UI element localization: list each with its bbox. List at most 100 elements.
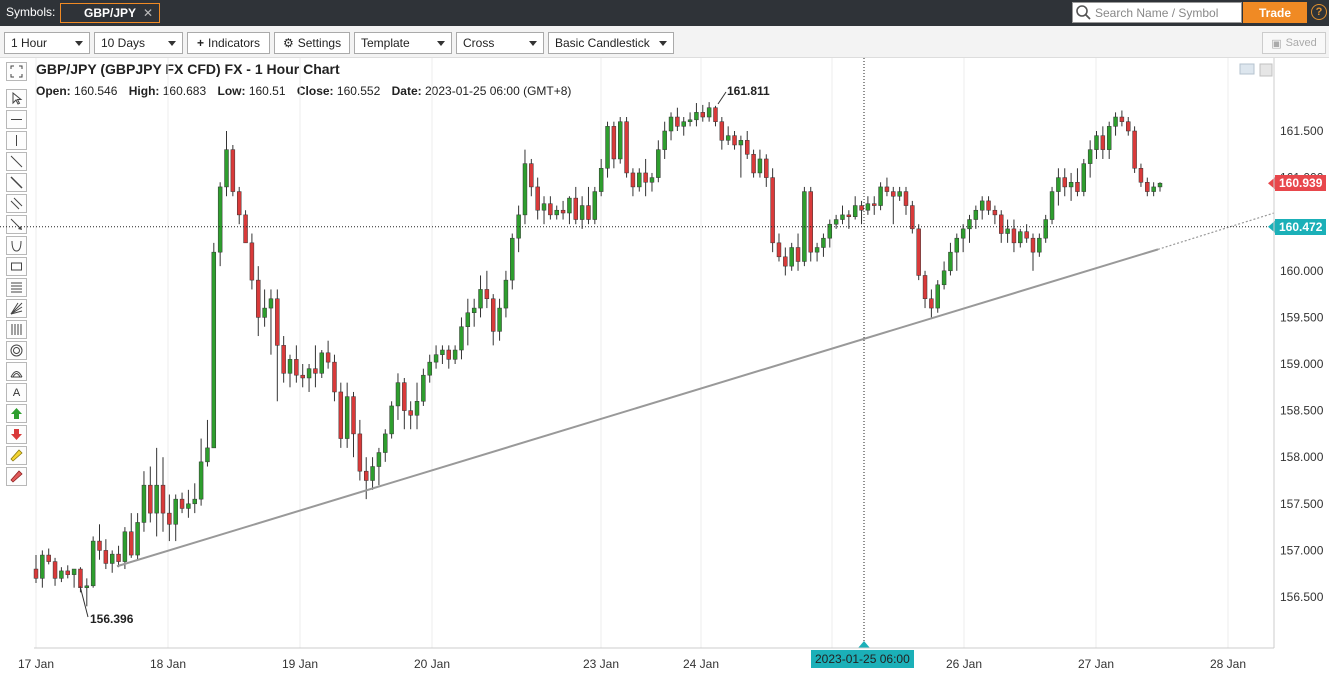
chart-style-select[interactable]: Basic Candlestick [548,32,674,54]
candle-body [948,251,953,272]
candle-body [236,191,242,216]
candle-body [389,405,394,435]
candle-body [821,237,826,248]
range-select[interactable]: 10 Days [94,32,183,54]
range-select-label: 10 Days [101,36,146,50]
text-icon[interactable]: A [6,383,27,402]
ray-icon[interactable] [6,173,27,192]
candle-body [465,312,471,327]
candle-body [529,163,534,188]
candle-body [624,121,629,174]
candle-body [840,214,845,220]
candle-body [33,568,39,579]
candles [33,102,1163,607]
image-export-icon[interactable] [1239,63,1255,75]
candle-body [433,354,439,363]
candle-body [1056,177,1061,192]
candle-body [681,121,686,127]
low-value: 160.51 [248,84,286,98]
cursor-select[interactable]: Cross [456,32,544,54]
candle-body [97,540,102,551]
candle-body [446,349,451,360]
parallel-channel-icon[interactable] [6,194,27,213]
arrow-line-icon[interactable] [6,215,27,234]
candle-body [351,396,356,435]
template-select[interactable]: Template [354,32,452,54]
symbols-label: Symbols: [6,5,56,19]
vertical-line-icon[interactable] [6,131,27,150]
candle-body [1062,177,1067,188]
candle-body [662,130,667,150]
candle-body [878,186,883,206]
candle-body [814,247,820,253]
fib-arc-icon[interactable] [6,362,27,381]
candle-body [941,270,947,286]
candle-body [40,554,45,579]
symbol-chip-label: GBP/JPY [83,6,137,20]
interval-select[interactable]: 1 Hour [4,32,90,54]
candle-body [795,247,801,262]
x-tick-label: 27 Jan [1078,657,1114,671]
fib-fan-icon[interactable] [6,299,27,318]
candle-body [491,298,496,332]
search-input[interactable] [1095,5,1239,20]
chevron-down-icon [75,41,83,46]
x-tick-label: 26 Jan [946,657,982,671]
candle-body [103,550,109,564]
highlighter-icon[interactable] [6,446,27,465]
pointer-icon[interactable] [6,89,27,108]
y-tick-label: 158.000 [1280,450,1324,464]
eraser-icon[interactable] [6,467,27,486]
symbol-chip[interactable]: GBP/JPY ✕ [60,3,160,23]
rectangle-icon[interactable] [6,257,27,276]
print-icon[interactable] [1259,63,1273,77]
fib-retracement-icon[interactable] [6,278,27,297]
candle-body [179,498,185,509]
indicators-button[interactable]: + Indicators [187,32,270,54]
close-icon[interactable]: ✕ [142,6,153,20]
horizontal-line-icon[interactable] [6,110,27,129]
candle-body [1081,163,1087,192]
candle-body [129,531,134,556]
settings-button[interactable]: ⚙ Settings [274,32,350,54]
candle-body [357,433,363,472]
indicators-label: Indicators [207,36,261,50]
chart-style-select-label: Basic Candlestick [555,36,650,50]
down-arrow-icon[interactable] [6,425,27,444]
trend-line [116,248,1159,568]
search-icon [1073,3,1095,22]
up-arrow-icon[interactable] [6,404,27,423]
candle-body [922,275,928,300]
candle-body [846,214,852,217]
candle-body [1145,182,1150,192]
candle-body [478,289,483,309]
candle-body [656,149,661,178]
settings-label: Settings [297,36,342,50]
trade-button[interactable]: Trade [1243,2,1307,23]
candle-body [713,107,718,122]
candle-body [154,484,159,514]
candle-body [1100,135,1106,150]
fib-timezone-icon[interactable] [6,320,27,339]
x-tick-label: 18 Jan [150,657,186,671]
candle-body [46,554,51,562]
candle-body [776,242,782,258]
candle-body [897,191,902,197]
candle-body [268,298,274,309]
candle-body [1106,126,1112,150]
help-icon[interactable]: ? [1311,4,1327,20]
expand-icon[interactable] [6,62,27,81]
arc-icon[interactable] [6,236,27,255]
candle-body [535,186,540,211]
candle-body [167,512,172,525]
candle-body [541,203,547,211]
candle-body [637,172,642,188]
y-tick-label: 157.000 [1280,543,1324,557]
candle-body [1151,186,1156,192]
search-box[interactable] [1072,2,1242,23]
candle-body [198,461,204,500]
saved-button[interactable]: ▣ Saved [1262,32,1326,54]
circles-icon[interactable] [6,341,27,360]
trend-line-icon[interactable] [6,152,27,171]
